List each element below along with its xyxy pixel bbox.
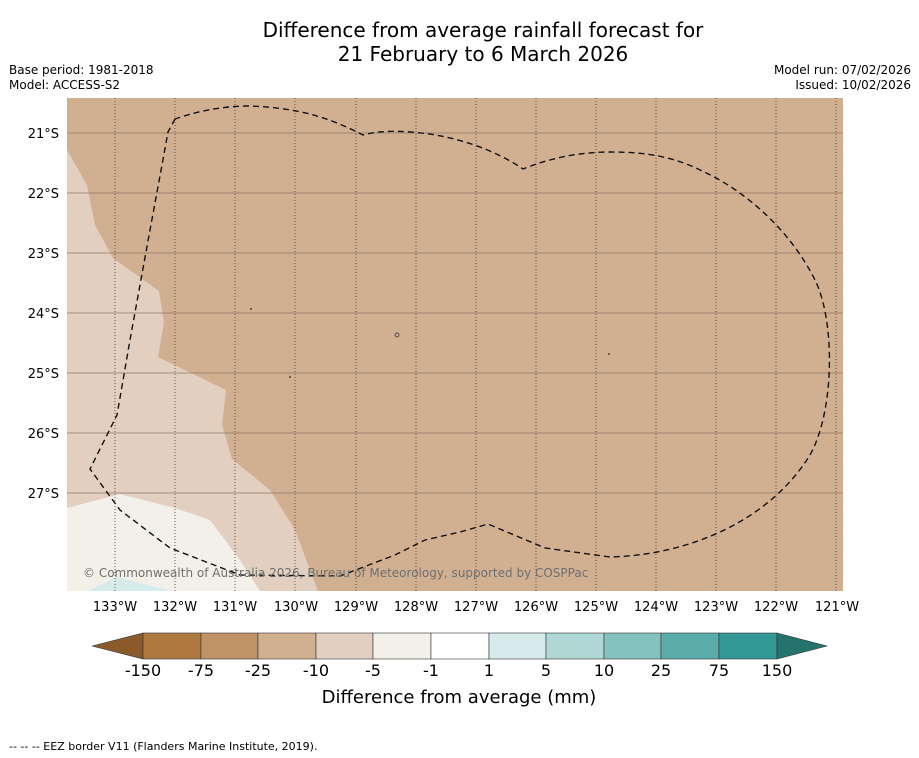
meta-left: Base period: 1981-2018 Model: ACCESS-S2 [9, 63, 154, 93]
colorbar-box-1-1 [430, 632, 490, 660]
lon-label-132w: 132°W [153, 600, 197, 615]
colorbar-box-25-75 [660, 632, 720, 660]
lon-label-122w: 122°W [754, 600, 798, 615]
lon-label-131w: 131°W [213, 600, 257, 615]
colorbar-tick-11: 150 [762, 661, 793, 680]
base-period: Base period: 1981-2018 [9, 63, 154, 77]
lon-label-127w: 127°W [454, 600, 498, 615]
map-figure: © Commonwealth of Australia 2026, Bureau… [28, 98, 859, 708]
longitude-gridlines [114, 98, 837, 591]
colorbar-tick-0: -150 [125, 661, 161, 680]
colorbar-box-75-25 [200, 632, 259, 660]
lat-label-23s: 23°S [28, 247, 59, 262]
colorbar-box-5-10 [545, 632, 605, 660]
lat-label-22s: 22°S [28, 187, 59, 202]
lat-label-25s: 25°S [28, 367, 59, 382]
island-marker [289, 376, 291, 378]
colorbar-box-10-5 [315, 632, 374, 660]
colorbar-tick-2: -25 [245, 661, 271, 680]
eez-border [89, 105, 831, 577]
lon-label-121w: 121°W [815, 600, 859, 615]
lat-label-21s: 21°S [28, 127, 59, 142]
colorbar-box-10-25 [603, 632, 662, 660]
map-plot-area: © Commonwealth of Australia 2026, Bureau… [67, 98, 843, 591]
colorbar-tick-6: 1 [484, 661, 494, 680]
colorbar-box-75-150 [718, 632, 778, 660]
colorbar-tick-8: 10 [594, 661, 614, 680]
lon-label-129w: 129°W [334, 600, 378, 615]
longitude-labels: 133°W 132°W 131°W 130°W 129°W 128°W 127°… [93, 600, 859, 615]
colorbar-tick-4: -5 [365, 661, 381, 680]
islands [250, 308, 610, 378]
colorbar-tick-5: -1 [423, 661, 439, 680]
model-name: Model: ACCESS-S2 [9, 78, 121, 92]
lat-label-24s: 24°S [28, 307, 59, 322]
lon-label-133w: 133°W [93, 600, 137, 615]
lon-label-126w: 126°W [514, 600, 558, 615]
colorbar-box-1-5 [488, 632, 547, 660]
lon-label-125w: 125°W [574, 600, 618, 615]
eez-border-note: -- -- -- EEZ border V11 (Flanders Marine… [9, 740, 318, 753]
lon-label-123w: 123°W [694, 600, 738, 615]
colorbar-box-5-1 [372, 632, 432, 660]
colorbar-box-150-75 [142, 632, 202, 660]
colorbar-box-25-10 [257, 632, 317, 660]
lon-label-124w: 124°W [634, 600, 678, 615]
colorbar-extend-low [91, 632, 144, 660]
colorbar-tick-10: 75 [709, 661, 729, 680]
colorbar: -150 -75 -25 -10 -5 -1 1 5 10 25 75 150 … [91, 632, 829, 708]
colorbar-tick-7: 5 [541, 661, 551, 680]
colorbar-tick-1: -75 [188, 661, 214, 680]
colorbar-tick-9: 25 [651, 661, 671, 680]
copyright-text: © Commonwealth of Australia 2026, Bureau… [83, 566, 588, 580]
latitude-labels: 21°S 22°S 23°S 24°S 25°S 26°S 27°S [28, 127, 59, 502]
island-marker [250, 308, 252, 310]
region-anomaly-1-5 [88, 577, 172, 591]
model-run: Model run: 07/02/2026 [773, 63, 911, 77]
island-marker [608, 353, 610, 355]
latitude-gridlines [67, 132, 843, 494]
lat-label-27s: 27°S [28, 487, 59, 502]
colorbar-extend-high [776, 632, 829, 660]
colorbar-tick-3: -10 [303, 661, 329, 680]
lat-label-26s: 26°S [28, 427, 59, 442]
issued-date: Issued: 10/02/2026 [795, 78, 911, 92]
title-line-1: Difference from average rainfall forecas… [262, 18, 704, 42]
island-marker [394, 332, 400, 338]
meta-right: Model run: 07/02/2026 Issued: 10/02/2026 [774, 63, 911, 93]
title-line-2: 21 February to 6 March 2026 [337, 42, 629, 66]
lon-label-130w: 130°W [274, 600, 318, 615]
chart-title: Difference from average rainfall forecas… [0, 18, 919, 66]
colorbar-title: Difference from average (mm) [322, 687, 597, 708]
region-anomaly-10-5 [67, 150, 318, 591]
lon-label-128w: 128°W [394, 600, 438, 615]
